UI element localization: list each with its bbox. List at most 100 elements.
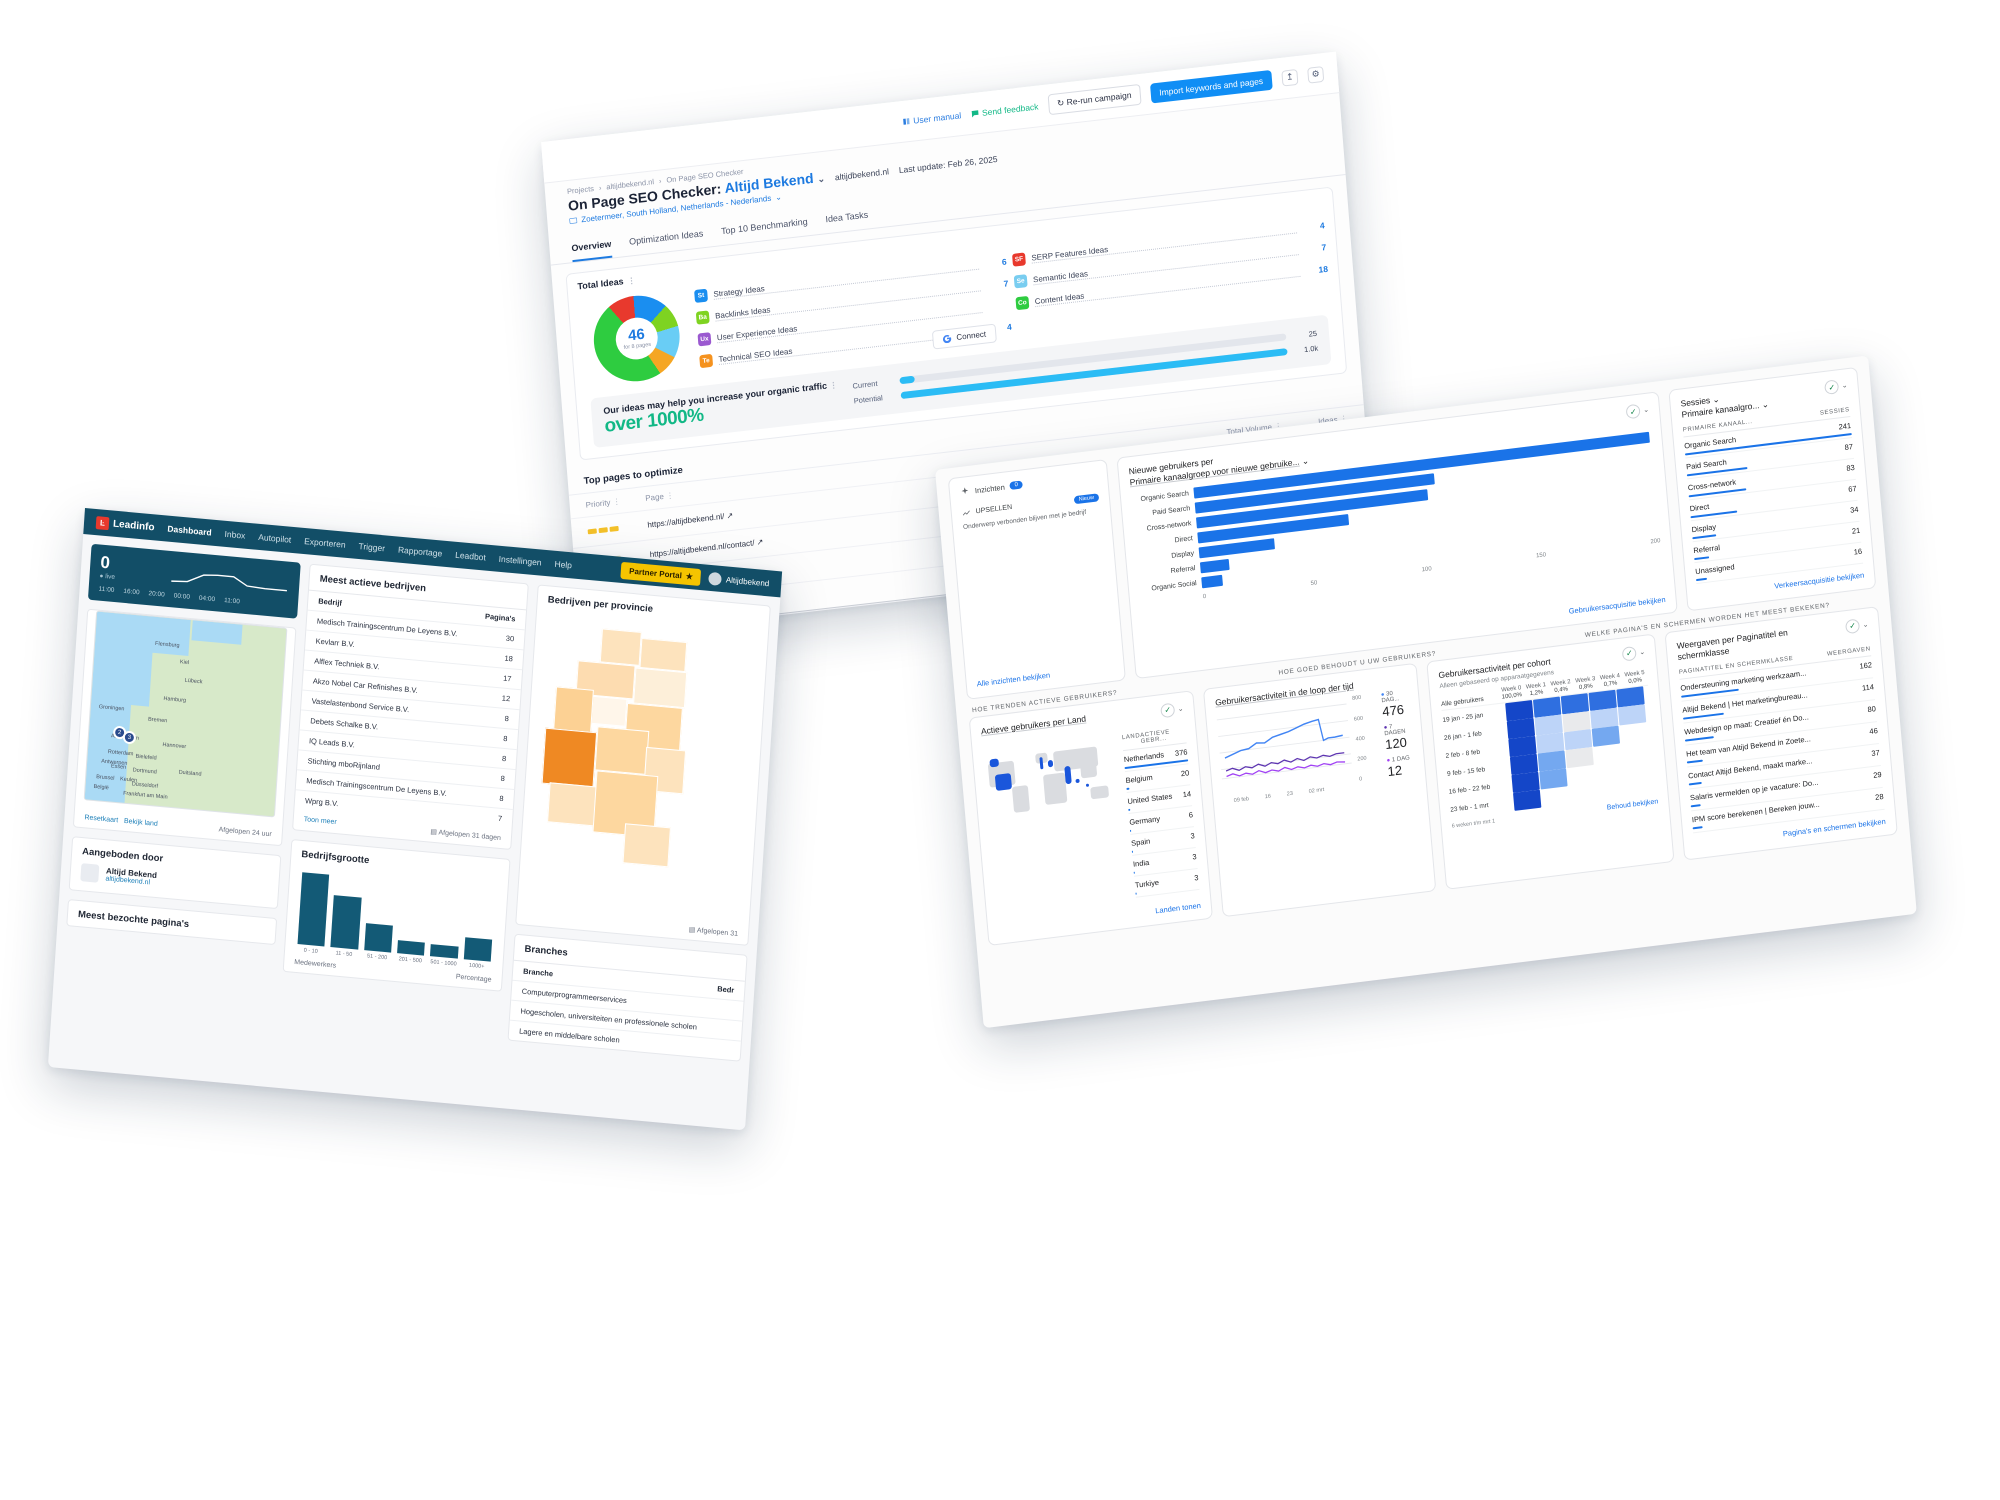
google-icon: [943, 335, 952, 344]
nav-rapportage[interactable]: Rapportage: [397, 544, 443, 559]
cohort-cell[interactable]: [1565, 747, 1594, 769]
re-run-campaign-button[interactable]: ↻ Re-run campaign: [1047, 83, 1142, 116]
col-value: WEERGAVEN: [1826, 646, 1871, 658]
info-icon[interactable]: ⋮: [627, 275, 637, 286]
location-row[interactable]: Zoetermeer, South Holland, Netherlands -…: [547, 126, 1343, 228]
bar-label: Organic Search: [1140, 490, 1190, 504]
row-label: Spain: [1130, 836, 1151, 848]
company-name: Stichting mboRijnland: [307, 756, 381, 772]
row-label: Belgium: [1125, 772, 1153, 785]
leadinfo-logo[interactable]: Ŀ Leadinfo: [95, 515, 155, 534]
reset-map-link[interactable]: Resetkaart: [84, 814, 119, 825]
map-label: Bielefeld: [135, 753, 157, 762]
card-footer-link[interactable]: Behoud bekijken: [1606, 798, 1659, 813]
page-count: 18: [504, 653, 514, 664]
pages-table: PAGINATITEL EN SCHERMKLASSE WEERGAVEN Ond…: [1678, 646, 1885, 834]
check-circle-icon[interactable]: ✓: [1845, 618, 1861, 635]
bar-label: Referral: [1170, 564, 1196, 575]
tab-top-10-benchmarking[interactable]: Top 10 Benchmarking: [720, 216, 808, 237]
nav-trigger[interactable]: Trigger: [358, 540, 386, 554]
row-meter: [1130, 829, 1132, 832]
world-map[interactable]: [982, 730, 1121, 832]
leadinfo-right-column: Bedrijven per provincie: [507, 584, 771, 1062]
chevron-down-icon[interactable]: ⌄: [817, 173, 826, 185]
nav-dashboard[interactable]: Dashboard: [167, 523, 213, 538]
row-value: 376: [1174, 747, 1188, 758]
cohort-cell[interactable]: [1591, 726, 1621, 748]
page-views: 46: [1869, 725, 1879, 736]
row-value: 6: [1188, 810, 1194, 820]
row-meter: [1686, 759, 1704, 764]
check-circle-icon[interactable]: ✓: [1824, 379, 1840, 395]
insights-header[interactable]: Inzichten 0: [960, 470, 1098, 497]
nav-instellingen[interactable]: Instellingen: [498, 553, 542, 568]
chevron-down-icon[interactable]: ⌄: [1177, 705, 1184, 714]
cohort-row-label: 19 jan - 25 jan: [1442, 711, 1484, 724]
axis-tick: 200: [1650, 538, 1661, 546]
row-meter: [1692, 534, 1716, 540]
ga4-bottom-row: Actieve gebruikers per Land ✓ ⌄: [957, 605, 1910, 948]
import-keywords-button[interactable]: Import keywords and pages: [1149, 69, 1273, 104]
cohort-row-label: 26 jan - 1 feb: [1443, 730, 1483, 742]
cohort-cell[interactable]: [1513, 790, 1542, 812]
nav-help[interactable]: Help: [554, 558, 573, 571]
page-count: 8: [500, 773, 506, 784]
cohort-cell[interactable]: [1539, 768, 1568, 790]
pages-and-screens-card: Weergaven per Paginatitel en schermklass…: [1664, 606, 1898, 861]
donut-subtitle: for 8 pages: [623, 341, 652, 351]
netherlands-choropleth-map[interactable]: [524, 615, 762, 924]
cohort-cell[interactable]: [1617, 704, 1647, 726]
row-meter: [1131, 850, 1133, 853]
map-period: Afgelopen 24 uur: [218, 826, 272, 839]
nav-leadbot[interactable]: Leadbot: [454, 549, 487, 563]
insights-badge: 0: [1009, 480, 1024, 491]
google-connect-button[interactable]: Connect: [931, 323, 997, 350]
show-more-link[interactable]: Toon meer: [303, 816, 337, 827]
map-label: Bremen: [147, 716, 168, 725]
legend-30-days: ● 30 DAG... 476: [1380, 691, 1405, 720]
col-priority: Priority ⋮: [585, 496, 622, 510]
card-title: Actieve gebruikers per Land: [980, 713, 1087, 737]
partner-portal-button[interactable]: Partner Portal ★: [620, 561, 702, 586]
backlinks-icon: Ba: [695, 310, 710, 325]
cohort-note: 6 weken t/m mrt 1: [1451, 818, 1496, 831]
chevron-down-icon[interactable]: ⌄: [1642, 406, 1650, 415]
send-feedback-link[interactable]: Send feedback: [971, 101, 1039, 119]
col-bedrijf: Bedrijf: [317, 596, 343, 608]
leadinfo-left-column: 0 ● live 11:00 16:00 20:00 00:00 04:00 11:0…: [61, 543, 301, 1019]
nav-exporteren[interactable]: Exporteren: [303, 536, 346, 550]
row-meter: [1128, 808, 1131, 811]
cohort-row-label: 16 feb - 22 feb: [1448, 783, 1491, 796]
tab-optimization-ideas[interactable]: Optimization Ideas: [628, 228, 704, 247]
ga4-top-row: Inzichten 0 UPSELLEN Nieuw Onderwerp ver…: [935, 355, 1888, 701]
check-circle-icon[interactable]: ✓: [1160, 702, 1176, 719]
check-circle-icon[interactable]: ✓: [1621, 645, 1637, 662]
axis-tick: 50: [1310, 580, 1318, 587]
col-dimension: LAND: [1121, 732, 1141, 742]
map-pin[interactable]: 3: [122, 730, 137, 745]
account-menu[interactable]: Altijdbekend: [708, 571, 770, 589]
info-icon[interactable]: ⋮: [829, 380, 839, 391]
nav-inbox[interactable]: Inbox: [224, 528, 246, 541]
upsell-header[interactable]: UPSELLEN Nieuw: [961, 492, 1100, 518]
export-icon[interactable]: ↥: [1281, 68, 1299, 87]
geo-map[interactable]: Flensburg Kiel Lübeck Hamburg Groningen …: [83, 610, 288, 818]
view-country-link[interactable]: Bekijk land: [123, 817, 158, 828]
nav-autopilot[interactable]: Autopilot: [257, 531, 292, 545]
gear-icon[interactable]: ⚙: [1307, 65, 1325, 84]
tab-idea-tasks[interactable]: Idea Tasks: [825, 209, 869, 225]
chevron-down-icon[interactable]: ⌄: [1639, 648, 1646, 657]
chevron-down-icon[interactable]: ⌄: [774, 192, 783, 203]
chevron-down-icon[interactable]: ⌄: [1841, 382, 1848, 390]
row-meter: [1133, 871, 1135, 874]
row-meter: [1135, 892, 1137, 895]
monitor-icon: [569, 217, 578, 224]
tab-overview[interactable]: Overview: [571, 238, 613, 263]
sessions-by-channel-card: Sessies ⌄ Primaire kanaalgro... ⌄ ✓ ⌄ PR…: [1668, 366, 1877, 612]
row-value: 87: [1844, 441, 1854, 452]
chevron-down-icon[interactable]: ⌄: [1862, 621, 1869, 630]
user-manual-link[interactable]: User manual: [902, 110, 962, 127]
period-label: ▤ Afgelopen 31: [688, 926, 739, 938]
check-circle-icon[interactable]: ✓: [1625, 403, 1641, 420]
map-label: Hannover: [162, 741, 187, 751]
